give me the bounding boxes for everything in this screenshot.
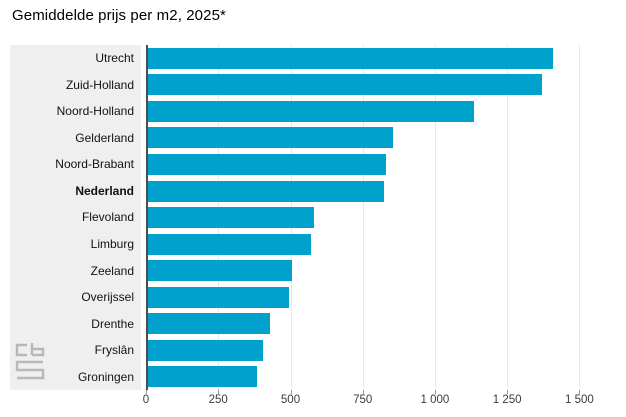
x-tick-label: 750 — [353, 394, 373, 406]
x-tick-label: 250 — [208, 394, 228, 406]
chart-title: Gemiddelde prijs per m2, 2025* — [12, 7, 226, 24]
bar — [148, 100, 474, 122]
x-tick-mark — [507, 390, 509, 394]
cbs-logo-b — [30, 343, 45, 357]
gridline-750 — [362, 45, 364, 390]
bar — [148, 233, 311, 255]
cbs-logo — [15, 343, 45, 380]
x-tick-label: 0 — [142, 394, 150, 406]
category-label: Gelderland — [75, 130, 134, 145]
gridline-1500 — [579, 45, 581, 390]
x-tick-mark — [146, 390, 147, 394]
bar — [148, 366, 258, 388]
bar — [148, 74, 542, 96]
bar — [148, 47, 554, 69]
x-tick-mark — [218, 390, 220, 394]
bar — [148, 127, 393, 149]
bar — [148, 313, 271, 335]
x-tick-label: 1 500 — [565, 394, 594, 406]
category-label: Zuid-Holland — [65, 77, 134, 92]
x-tick-label: 1 000 — [420, 394, 450, 406]
category-label: Zeeland — [90, 263, 134, 278]
bar — [148, 339, 263, 361]
category-label: Noord-Brabant — [55, 157, 134, 172]
x-tick-mark — [362, 390, 364, 394]
bar — [148, 260, 292, 282]
cbs-logo-s — [15, 360, 45, 380]
category-label: Flevoland — [81, 210, 134, 225]
x-tick-mark — [434, 390, 436, 394]
category-label: Drenthe — [91, 316, 134, 331]
cbs-logo-c — [15, 343, 27, 357]
category-label: Utrecht — [95, 51, 134, 66]
category-labels-panel: Utrecht Zuid-Holland Noord-Holland Gelderla… — [10, 45, 141, 390]
gridline-1000 — [434, 45, 436, 390]
x-tick-label: 500 — [280, 394, 301, 406]
gridline-1250 — [507, 45, 509, 390]
bar — [148, 154, 386, 175]
plot-area — [146, 45, 620, 390]
x-tick-label: 1 250 — [492, 394, 522, 406]
bar — [148, 180, 385, 202]
category-label: Noord-Holland — [56, 104, 134, 119]
y-axis-line — [146, 45, 148, 390]
category-label: Fryslân — [94, 343, 134, 358]
category-label: Groningen — [77, 369, 134, 384]
x-axis-tick-labels: 0 250 500 750 1 000 1 250 1 500 — [142, 394, 620, 410]
bar — [148, 286, 289, 308]
category-label: Overijssel — [81, 290, 134, 305]
x-tick-mark — [579, 390, 581, 394]
category-label: Limburg — [90, 236, 134, 251]
category-label: Nederland — [75, 183, 134, 198]
x-tick-mark — [290, 390, 292, 394]
bar — [148, 207, 314, 228]
